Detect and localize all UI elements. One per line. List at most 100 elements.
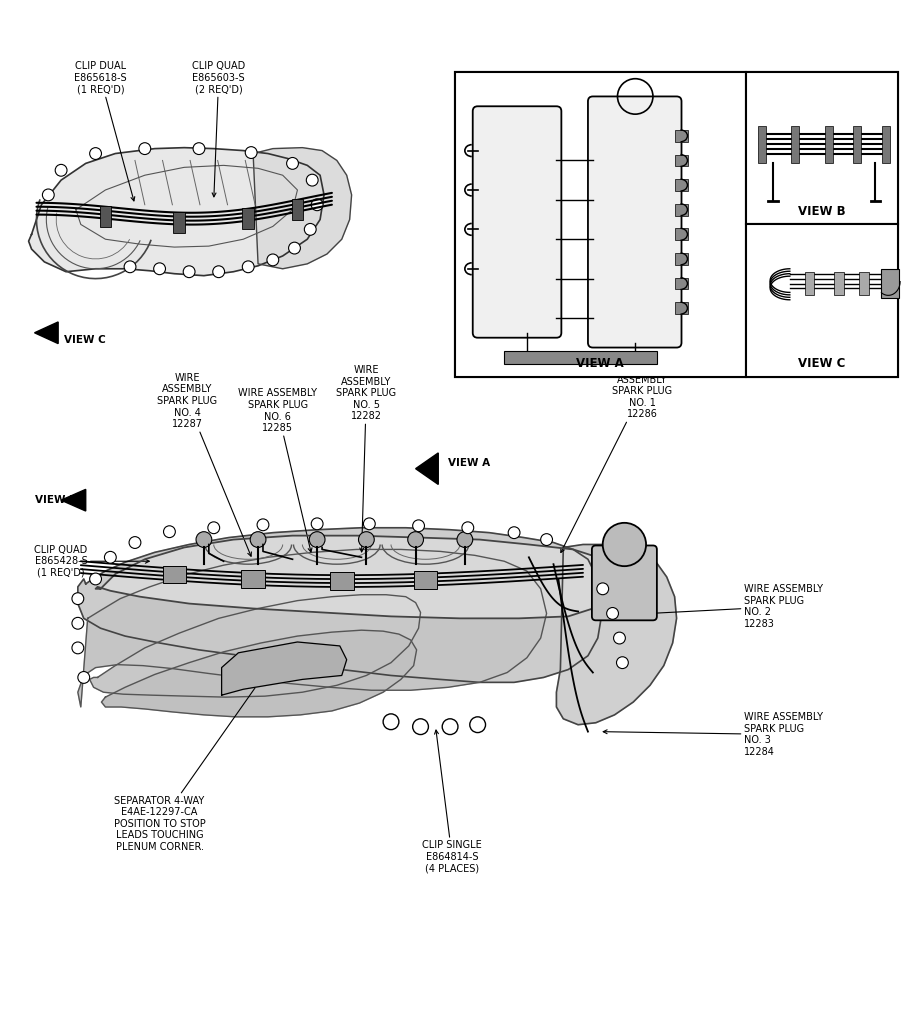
Text: CLIP SINGLE
E864814-S
(4 PLACES): CLIP SINGLE E864814-S (4 PLACES) — [422, 730, 482, 873]
Bar — [853, 126, 861, 164]
Circle shape — [287, 158, 299, 169]
Bar — [883, 126, 890, 164]
Circle shape — [384, 714, 399, 730]
Circle shape — [196, 531, 211, 548]
Circle shape — [154, 263, 166, 274]
Circle shape — [245, 146, 257, 159]
Circle shape — [213, 266, 225, 278]
Circle shape — [442, 719, 458, 734]
Bar — [173, 212, 185, 233]
Circle shape — [306, 174, 318, 186]
Circle shape — [77, 672, 89, 683]
Text: CLIP QUAD
E865428-S
(1 REQ'D): CLIP QUAD E865428-S (1 REQ'D) — [35, 545, 149, 578]
Circle shape — [251, 531, 266, 548]
Polygon shape — [77, 550, 547, 707]
Bar — [834, 271, 844, 295]
Bar — [675, 253, 689, 265]
Bar — [241, 570, 265, 588]
Bar — [414, 570, 437, 589]
Bar — [675, 130, 689, 141]
Bar — [745, 72, 898, 224]
Circle shape — [613, 632, 625, 644]
Circle shape — [72, 642, 84, 653]
Bar — [292, 199, 303, 220]
Bar — [455, 72, 898, 377]
Polygon shape — [415, 453, 438, 484]
Circle shape — [72, 617, 84, 629]
Text: WIRE
ASSEMBLY
SPARK PLUG
NO. 1
12286: WIRE ASSEMBLY SPARK PLUG NO. 1 12286 — [561, 364, 672, 553]
Polygon shape — [35, 322, 58, 344]
Text: WIRE ASSEMBLY
SPARK PLUG
NO. 3
12284: WIRE ASSEMBLY SPARK PLUG NO. 3 12284 — [603, 712, 823, 757]
Text: VIEW B: VIEW B — [797, 205, 845, 217]
Text: VIEW A: VIEW A — [576, 357, 624, 371]
Circle shape — [89, 147, 101, 160]
Circle shape — [462, 522, 474, 534]
Bar — [675, 228, 689, 241]
Circle shape — [43, 189, 55, 201]
Circle shape — [607, 607, 619, 620]
Text: WIRE
ASSEMBLY
SPARK PLUG
NO. 5
12282: WIRE ASSEMBLY SPARK PLUG NO. 5 12282 — [336, 365, 396, 552]
Bar — [758, 126, 766, 164]
Polygon shape — [61, 489, 86, 511]
Circle shape — [89, 573, 101, 585]
Circle shape — [289, 243, 301, 254]
Text: CLIP DUAL
E865618-S
(1 REQ'D): CLIP DUAL E865618-S (1 REQ'D) — [74, 61, 135, 201]
Circle shape — [257, 519, 269, 530]
Circle shape — [72, 593, 84, 604]
Circle shape — [304, 223, 316, 236]
Circle shape — [242, 261, 254, 272]
Circle shape — [193, 142, 205, 155]
Polygon shape — [557, 545, 677, 725]
Polygon shape — [28, 147, 324, 275]
Circle shape — [603, 523, 646, 566]
Text: VIEW C: VIEW C — [64, 335, 106, 345]
Circle shape — [163, 525, 175, 538]
Circle shape — [105, 551, 117, 563]
Bar — [675, 155, 689, 166]
Circle shape — [129, 537, 141, 549]
Circle shape — [56, 165, 67, 176]
Bar — [745, 224, 898, 377]
Circle shape — [124, 261, 136, 272]
Polygon shape — [253, 147, 352, 268]
Circle shape — [363, 518, 375, 529]
Text: VIEW B: VIEW B — [35, 496, 77, 505]
Bar — [455, 72, 745, 377]
Bar — [882, 268, 899, 298]
FancyBboxPatch shape — [473, 106, 561, 338]
Text: SEPARATOR 4-WAY
E4AE-12297-CA
POSITION TO STOP
LEADS TOUCHING
PLENUM CORNER.: SEPARATOR 4-WAY E4AE-12297-CA POSITION T… — [114, 674, 265, 852]
Bar — [330, 572, 353, 590]
Polygon shape — [77, 527, 603, 682]
Bar — [675, 278, 689, 290]
Polygon shape — [96, 536, 608, 618]
Text: WIRE
ASSEMBLY
SPARK PLUG
NO. 4
12287: WIRE ASSEMBLY SPARK PLUG NO. 4 12287 — [157, 373, 251, 556]
Circle shape — [359, 531, 374, 548]
Bar — [242, 208, 254, 229]
Bar — [99, 206, 111, 227]
Text: CLIP QUAD
E865603-S
(2 REQ'D): CLIP QUAD E865603-S (2 REQ'D) — [192, 61, 245, 197]
Circle shape — [413, 719, 428, 734]
Circle shape — [312, 518, 323, 529]
Circle shape — [183, 266, 195, 278]
Text: WIRE ASSEMBLY
SPARK PLUG
NO. 2
12283: WIRE ASSEMBLY SPARK PLUG NO. 2 12283 — [599, 584, 823, 629]
Circle shape — [457, 531, 473, 548]
Circle shape — [208, 522, 220, 534]
Bar — [825, 126, 834, 164]
Circle shape — [617, 656, 629, 669]
FancyBboxPatch shape — [588, 96, 681, 347]
Bar — [859, 271, 868, 295]
Circle shape — [470, 717, 486, 732]
Text: WIRE ASSEMBLY
SPARK PLUG
NO. 6
12285: WIRE ASSEMBLY SPARK PLUG NO. 6 12285 — [239, 388, 317, 552]
Circle shape — [541, 534, 552, 546]
Bar — [505, 350, 657, 365]
Polygon shape — [101, 630, 416, 717]
Bar — [791, 126, 799, 164]
Polygon shape — [89, 595, 421, 697]
Circle shape — [312, 199, 323, 211]
Circle shape — [267, 254, 279, 266]
Bar — [675, 204, 689, 216]
Circle shape — [597, 583, 609, 595]
Bar — [162, 565, 186, 584]
Polygon shape — [221, 642, 347, 695]
Circle shape — [508, 526, 520, 539]
